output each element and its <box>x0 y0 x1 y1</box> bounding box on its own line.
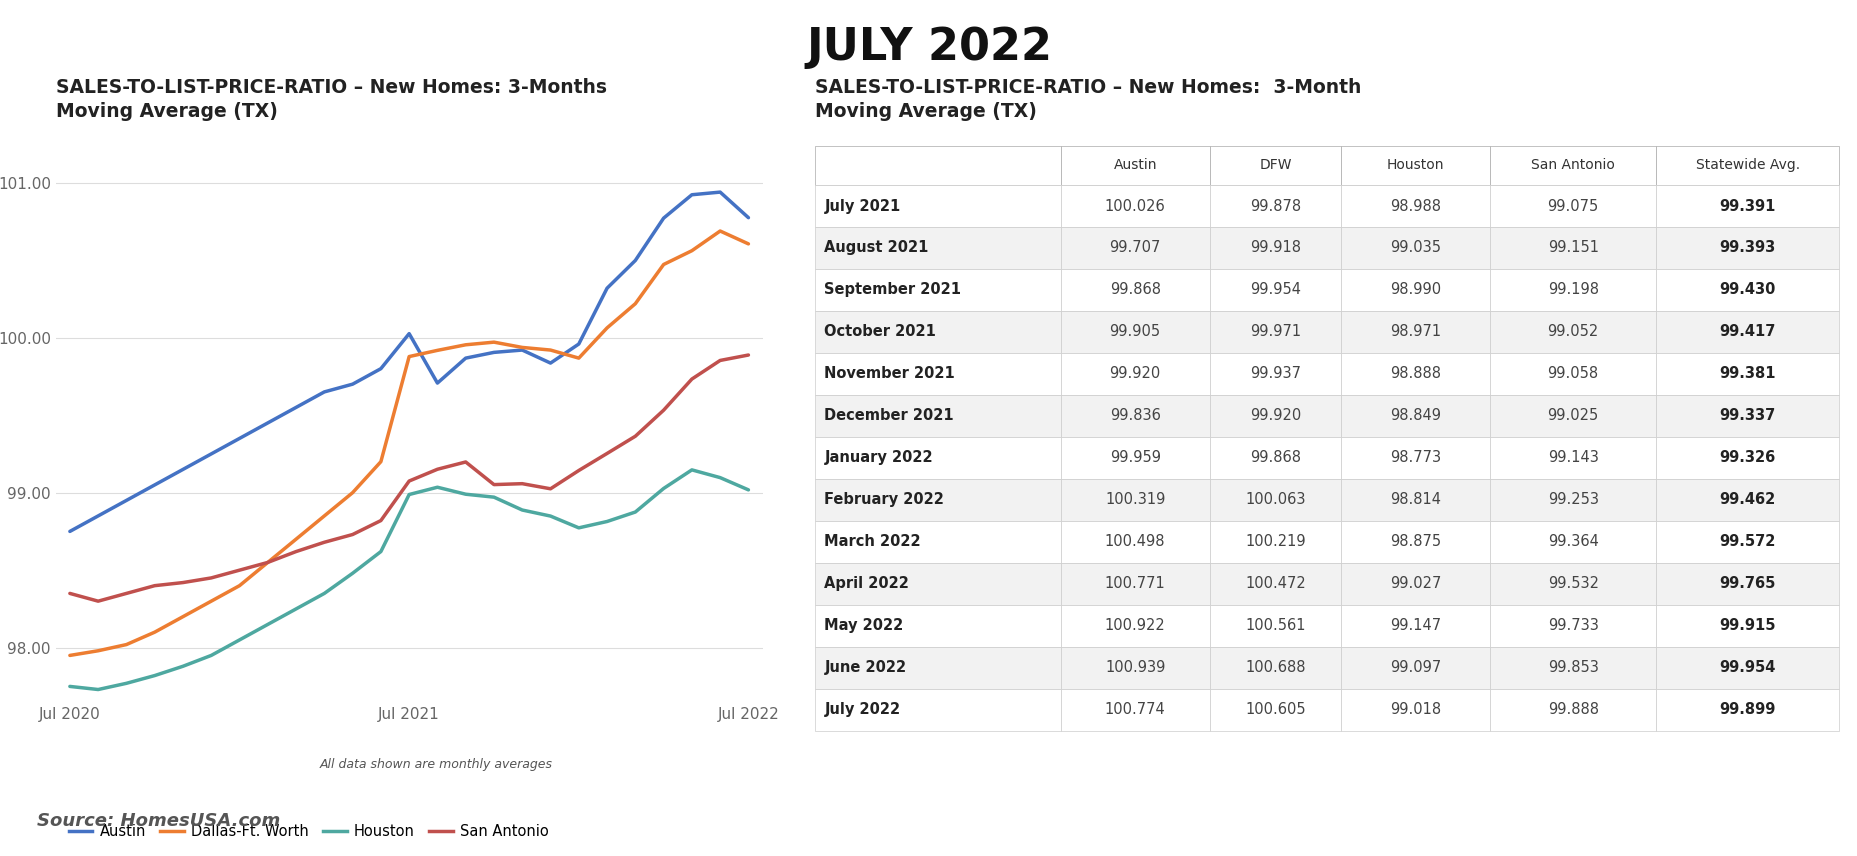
Text: SALES-TO-LIST-PRICE-RATIO – New Homes: 3-Months
Moving Average (TX): SALES-TO-LIST-PRICE-RATIO – New Homes: 3… <box>56 78 607 122</box>
Text: Source: HomesUSA.com: Source: HomesUSA.com <box>37 812 280 830</box>
Text: JULY 2022: JULY 2022 <box>806 26 1051 68</box>
Text: All data shown are monthly averages: All data shown are monthly averages <box>319 758 553 770</box>
Text: SALES-TO-LIST-PRICE-RATIO – New Homes:  3-Month
Moving Average (TX): SALES-TO-LIST-PRICE-RATIO – New Homes: 3… <box>813 78 1359 122</box>
Legend: Austin, Dallas-Ft. Worth, Houston, San Antonio: Austin, Dallas-Ft. Worth, Houston, San A… <box>63 818 555 845</box>
